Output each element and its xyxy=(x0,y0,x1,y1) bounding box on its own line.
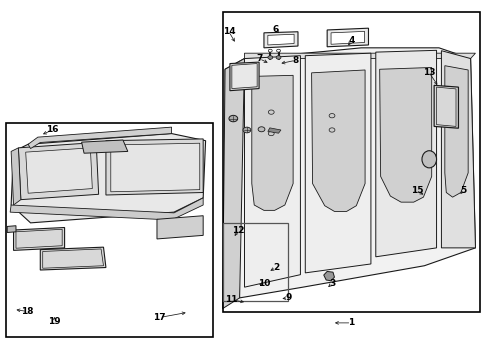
Polygon shape xyxy=(7,226,16,233)
Polygon shape xyxy=(244,56,300,287)
Polygon shape xyxy=(311,70,365,211)
Polygon shape xyxy=(28,127,171,149)
Polygon shape xyxy=(222,59,244,309)
Polygon shape xyxy=(224,48,474,298)
Bar xyxy=(222,223,287,301)
Polygon shape xyxy=(111,143,200,192)
Text: 11: 11 xyxy=(224,295,237,304)
Text: 19: 19 xyxy=(47,316,60,325)
Circle shape xyxy=(328,128,334,132)
Polygon shape xyxy=(11,148,21,205)
Text: 8: 8 xyxy=(292,56,298,65)
Polygon shape xyxy=(305,53,370,273)
Text: 12: 12 xyxy=(231,225,244,234)
Polygon shape xyxy=(264,32,297,48)
Text: 5: 5 xyxy=(459,186,466,195)
Polygon shape xyxy=(40,247,106,270)
Polygon shape xyxy=(433,85,458,128)
Text: 4: 4 xyxy=(347,36,354,45)
Polygon shape xyxy=(11,134,205,223)
Polygon shape xyxy=(14,228,64,250)
Polygon shape xyxy=(267,34,293,45)
Circle shape xyxy=(228,115,237,122)
Text: 3: 3 xyxy=(328,279,334,288)
Circle shape xyxy=(328,113,334,118)
Text: 16: 16 xyxy=(46,126,59,135)
Polygon shape xyxy=(244,53,474,59)
Polygon shape xyxy=(326,28,368,47)
Text: 1: 1 xyxy=(347,318,354,327)
Circle shape xyxy=(268,110,274,114)
Polygon shape xyxy=(10,198,203,220)
Text: 2: 2 xyxy=(272,263,279,272)
Polygon shape xyxy=(441,51,474,248)
Text: 14: 14 xyxy=(222,27,235,36)
Circle shape xyxy=(267,56,272,59)
Ellipse shape xyxy=(421,151,436,168)
Text: 13: 13 xyxy=(422,68,435,77)
Text: 15: 15 xyxy=(410,186,423,195)
Text: 6: 6 xyxy=(272,26,279,35)
Polygon shape xyxy=(379,67,431,202)
Text: 9: 9 xyxy=(285,293,291,302)
Text: 7: 7 xyxy=(255,54,262,63)
Bar xyxy=(6,123,212,337)
Text: 10: 10 xyxy=(257,279,269,288)
Polygon shape xyxy=(330,31,364,44)
Polygon shape xyxy=(106,139,203,195)
Polygon shape xyxy=(323,271,334,281)
Polygon shape xyxy=(26,148,92,193)
Polygon shape xyxy=(444,66,467,197)
Polygon shape xyxy=(231,66,242,71)
Bar xyxy=(222,12,479,312)
Polygon shape xyxy=(251,75,292,210)
Polygon shape xyxy=(231,64,257,89)
Polygon shape xyxy=(157,216,203,239)
Polygon shape xyxy=(19,143,99,200)
Polygon shape xyxy=(267,128,281,133)
Polygon shape xyxy=(229,62,259,91)
Circle shape xyxy=(276,49,280,52)
Circle shape xyxy=(258,127,264,132)
Text: 18: 18 xyxy=(21,307,33,316)
Polygon shape xyxy=(375,50,436,257)
Circle shape xyxy=(243,127,250,133)
Circle shape xyxy=(276,56,281,59)
Polygon shape xyxy=(81,140,127,153)
Circle shape xyxy=(268,49,272,52)
Circle shape xyxy=(268,131,274,136)
Text: 17: 17 xyxy=(153,313,165,322)
